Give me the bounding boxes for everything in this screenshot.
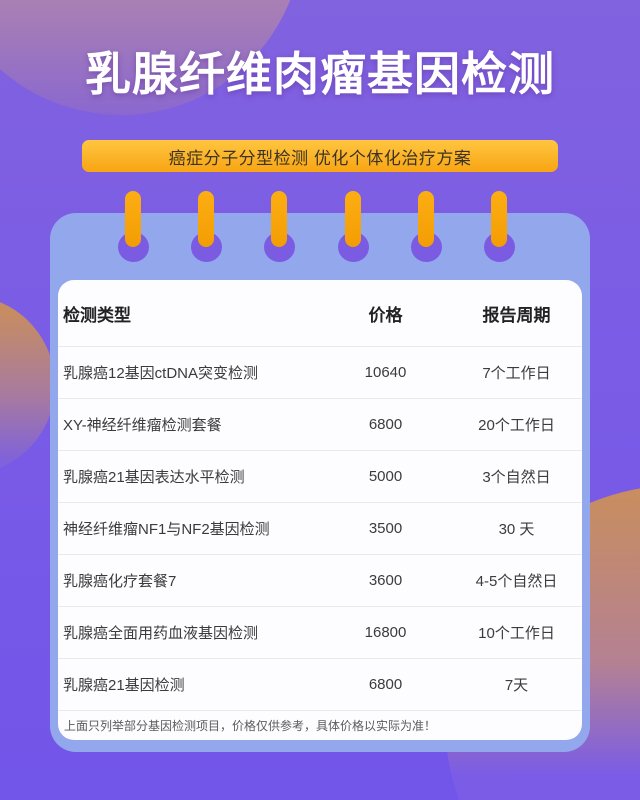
cell-period: 30 天 (463, 502, 582, 555)
cell-price: 3500 (308, 502, 463, 555)
pin-bar (271, 191, 288, 247)
table-row: 乳腺癌全面用药血液基因检测 16800 10个工作日 (58, 606, 582, 659)
table-row: 乳腺癌21基因检测 6800 7天 (58, 658, 582, 711)
cell-type: 乳腺癌全面用药血液基因检测 (58, 606, 308, 659)
column-header-type: 检测类型 (58, 280, 308, 347)
cell-price: 6800 (308, 658, 463, 711)
cell-period: 20个工作日 (463, 398, 582, 451)
table-row: XY-神经纤维瘤检测套餐 6800 20个工作日 (58, 398, 582, 451)
table-row: 神经纤维瘤NF1与NF2基因检测 3500 30 天 (58, 502, 582, 555)
cell-type: 乳腺癌化疗套餐7 (58, 554, 308, 607)
cell-price: 16800 (308, 606, 463, 659)
page-title: 乳腺纤维肉瘤基因检测 (85, 48, 555, 100)
table-row: 乳腺癌21基因表达水平检测 5000 3个自然日 (58, 450, 582, 503)
cell-period: 7个工作日 (463, 346, 582, 399)
pin-bar (125, 191, 141, 247)
pin-bar (417, 191, 434, 247)
cell-price: 3600 (308, 554, 463, 607)
subtitle-banner: 癌症分子分型检测 优化个体化治疗方案 (82, 140, 558, 172)
price-card: 检测类型 价格 报告周期 乳腺癌12基因ctDNA突变检测 10640 7个工作日 X… (58, 280, 582, 740)
table-row: 乳腺癌12基因ctDNA突变检测 10640 7个工作日 (58, 346, 582, 399)
cell-type: XY-神经纤维瘤检测套餐 (58, 398, 308, 451)
binder-pins (118, 191, 515, 262)
column-header-price: 价格 (308, 280, 463, 347)
price-table-body: 乳腺癌12基因ctDNA突变检测 10640 7个工作日 XY-神经纤维瘤检测套餐 68… (58, 346, 582, 711)
cell-period: 3个自然日 (463, 450, 582, 503)
binder-pin-icon (264, 191, 296, 262)
pin-bar (490, 191, 507, 247)
cell-price: 6800 (308, 398, 463, 451)
table-row: 乳腺癌化疗套餐7 3600 4-5个自然日 (58, 554, 582, 607)
cell-type: 乳腺癌12基因ctDNA突变检测 (58, 346, 308, 399)
cell-price: 5000 (308, 450, 463, 503)
binder-pin-icon (191, 191, 223, 262)
cell-period: 4-5个自然日 (463, 554, 582, 607)
pin-bar (198, 191, 215, 247)
decor-circle-left (0, 295, 55, 475)
binder-pin-icon (410, 191, 442, 262)
price-table: 检测类型 价格 报告周期 乳腺癌12基因ctDNA突变检测 10640 7个工作日 X… (58, 280, 582, 711)
cell-price: 10640 (308, 346, 463, 399)
cell-period: 10个工作日 (463, 606, 582, 659)
pin-bar (344, 191, 361, 247)
column-header-period: 报告周期 (463, 280, 582, 347)
disclaimer-note: 上面只列举部分基因检测项目，价格仅供参考，具体价格以实际为准！ (58, 711, 582, 740)
binder-pin-icon (337, 191, 369, 262)
binder-pin-icon (118, 191, 149, 262)
binder-pin-icon (483, 191, 515, 262)
subtitle-banner-text: 癌症分子分型检测 优化个体化治疗方案 (168, 148, 472, 168)
cell-type: 神经纤维瘤NF1与NF2基因检测 (58, 502, 308, 555)
table-header-row: 检测类型 价格 报告周期 (58, 280, 582, 347)
cell-period: 7天 (463, 658, 582, 711)
cell-type: 乳腺癌21基因检测 (58, 658, 308, 711)
cell-type: 乳腺癌21基因表达水平检测 (58, 450, 308, 503)
